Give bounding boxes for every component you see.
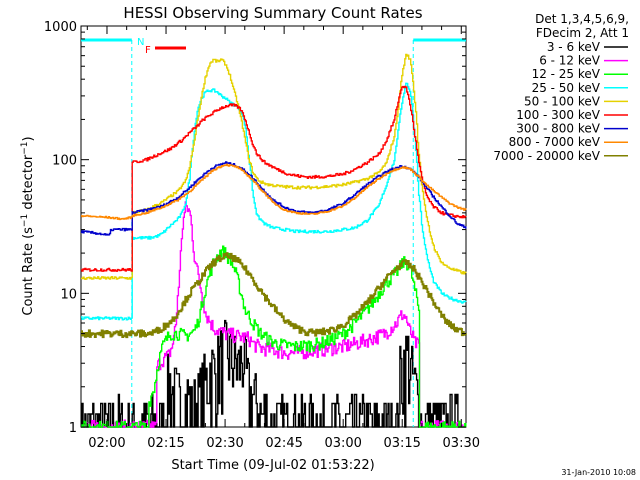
series-line-12-25-kev <box>81 245 467 428</box>
x-tick-label-6: 03:30 <box>443 436 480 451</box>
series-layer <box>81 53 467 428</box>
fast-flag-label: F <box>145 45 151 56</box>
y-axis-label-end: ) <box>21 136 36 141</box>
y-axis-label-main: Count Rate (s <box>21 227 36 316</box>
legend-label-7000-20000-kev: 7000 - 20000 keV <box>493 149 600 163</box>
series-line-7000-20000-kev <box>81 252 467 339</box>
legend-header-line-2: FDecim 2, Att 1 <box>536 26 629 40</box>
x-tick-label-3: 02:45 <box>265 436 302 451</box>
series-line-25-50-kev <box>81 82 467 321</box>
legend-label-6-12-kev: 6 - 12 keV <box>539 54 601 68</box>
legend-label-300-800-kev: 300 - 800 keV <box>516 122 600 136</box>
y-axis-label: Count Rate (s−1 detector−1) <box>20 136 36 315</box>
x-tick-label-5: 03:15 <box>383 436 420 451</box>
x-tick-label-0: 02:00 <box>88 436 125 451</box>
tick-layer: 02:00 02:15 02:30 02:45 03:00 03:15 03:30 1 10 10… <box>44 20 480 451</box>
series-line-300-800-kev <box>81 161 467 236</box>
x-tick-label-4: 03:00 <box>324 436 361 451</box>
y-axis-label-exponent-2: −1 <box>20 141 30 154</box>
legend-header-line-1: Det 1,3,4,5,6,9, <box>535 12 629 26</box>
y-tick-label-0: 1 <box>69 421 77 436</box>
y-axis-label-exponent-1: −1 <box>20 214 30 227</box>
y-tick-label-3: 1000 <box>44 20 77 35</box>
y-tick-label-2: 100 <box>52 154 77 169</box>
x-tick-label-2: 02:30 <box>206 436 243 451</box>
series-line-100-300-kev <box>81 85 467 272</box>
series-line-800-7000-kev <box>81 163 467 221</box>
legend-label-25-50-kev: 25 - 50 keV <box>532 81 601 95</box>
legend-label-3-6-kev: 3 - 6 keV <box>547 40 601 54</box>
legend-label-100-300-kev: 100 - 300 keV <box>516 108 600 122</box>
timestamp: 31-Jan-2010 10:08 <box>561 468 636 477</box>
y-tick-label-1: 10 <box>60 287 77 302</box>
night-flag-label: N <box>137 37 144 48</box>
series-line-6-12-kev <box>81 201 466 428</box>
series-line-3-6-kev <box>81 319 466 428</box>
legend-label-12-25-kev: 12 - 25 keV <box>532 67 601 81</box>
legend-label-50-100-kev: 50 - 100 keV <box>524 94 601 108</box>
x-tick-label-1: 02:15 <box>147 436 184 451</box>
legend-label-800-7000-kev: 800 - 7000 keV <box>509 135 601 149</box>
y-axis-label-middle: detector <box>21 154 36 214</box>
x-axis-label: Start Time (09-Jul-02 01:53:22) <box>171 458 374 473</box>
chart-title: HESSI Observing Summary Count Rates <box>123 4 422 22</box>
